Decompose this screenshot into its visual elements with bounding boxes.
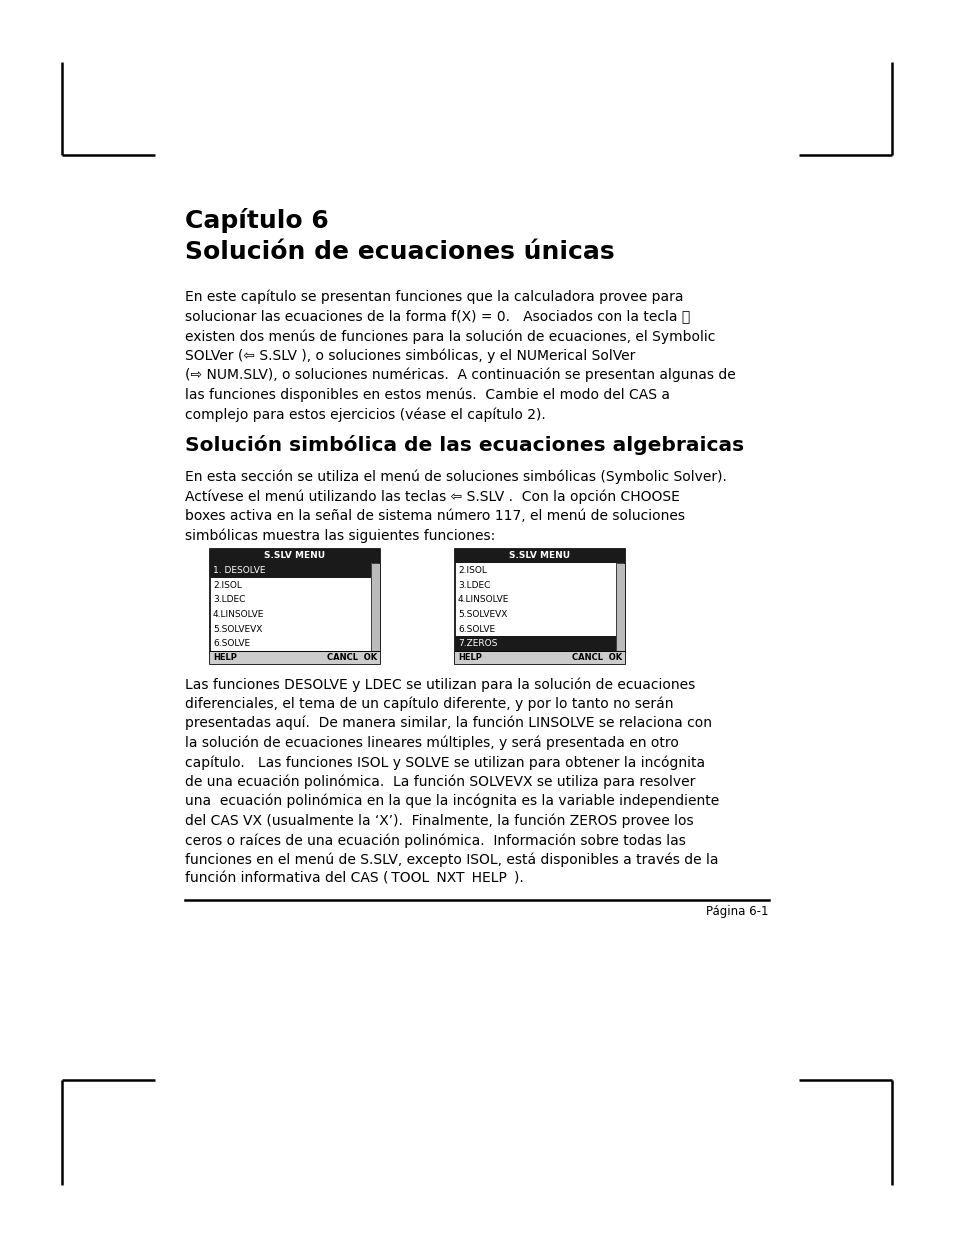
Text: En esta sección se utiliza el menú de soluciones simbólicas (Symbolic Solver).: En esta sección se utiliza el menú de so… [185,471,726,484]
Text: funciones en el menú de S.SLV, excepto ISOL, está disponibles a través de la: funciones en el menú de S.SLV, excepto I… [185,852,718,867]
Text: 5.SOLVEVX: 5.SOLVEVX [213,625,262,634]
Text: 4.LINSOLVE: 4.LINSOLVE [213,610,264,619]
Text: Capítulo 6: Capítulo 6 [185,207,329,233]
Text: del CAS VX (usualmente la ‘X’).  Finalmente, la función ZEROS provee los: del CAS VX (usualmente la ‘X’). Finalmen… [185,814,693,827]
Text: simbólicas muestra las siguientes funciones:: simbólicas muestra las siguientes funcio… [185,529,495,543]
Bar [455,550,624,664]
Text: función informativa del CAS ( TOOL  NXT  HELP  ).: función informativa del CAS ( TOOL NXT H… [185,872,523,885]
Text: CANCL  OK: CANCL OK [571,653,621,662]
Bar [210,550,379,563]
Text: existen dos menús de funciones para la solución de ecuaciones, el Symbolic: existen dos menús de funciones para la s… [185,329,715,343]
Text: S.SLV MENU: S.SLV MENU [264,552,325,561]
Text: 5.SOLVEVX: 5.SOLVEVX [457,610,507,619]
Text: Actívese el menú utilizando las teclas ⇦ S.SLV .  Con la opción CHOOSE: Actívese el menú utilizando las teclas ⇦… [185,489,679,504]
Text: 1. DESOLVE: 1. DESOLVE [213,566,265,574]
Text: complejo para estos ejercicios (véase el capítulo 2).: complejo para estos ejercicios (véase el… [185,408,545,421]
Text: las funciones disponibles en estos menús.  Cambie el modo del CAS a: las funciones disponibles en estos menús… [185,388,669,403]
Bar [210,550,379,664]
Bar [455,550,624,563]
Bar [210,651,379,664]
Bar [210,563,371,578]
Text: CANCL  OK: CANCL OK [327,653,376,662]
Text: (⇨ NUM.SLV), o soluciones numéricas.  A continuación se presentan algunas de: (⇨ NUM.SLV), o soluciones numéricas. A c… [185,368,735,383]
Text: Página 6-1: Página 6-1 [706,905,768,918]
Text: Las funciones DESOLVE y LDEC se utilizan para la solución de ecuaciones: Las funciones DESOLVE y LDEC se utilizan… [185,677,695,692]
Text: 4.LINSOLVE: 4.LINSOLVE [457,595,509,604]
Text: Solución de ecuaciones únicas: Solución de ecuaciones únicas [185,240,614,264]
Text: SOLVer (⇦ S.SLV ), o soluciones simbólicas, y el NUMerical SolVer: SOLVer (⇦ S.SLV ), o soluciones simbólic… [185,348,635,363]
Text: 2.ISOL: 2.ISOL [457,566,486,574]
Text: la solución de ecuaciones lineares múltiples, y será presentada en otro: la solución de ecuaciones lineares múlti… [185,736,679,750]
Text: boxes activa en la señal de sistema número 117, el menú de soluciones: boxes activa en la señal de sistema núme… [185,509,684,522]
Bar [455,636,616,651]
Text: 2.ISOL: 2.ISOL [213,580,242,589]
Text: de una ecuación polinómica.  La función SOLVEVX se utiliza para resolver: de una ecuación polinómica. La función S… [185,774,695,789]
Text: 3.LDEC: 3.LDEC [213,595,245,604]
Text: 3.LDEC: 3.LDEC [457,580,490,589]
Text: Solución simbólica de las ecuaciones algebraicas: Solución simbólica de las ecuaciones alg… [185,435,743,454]
Text: ceros o raíces de una ecuación polinómica.  Información sobre todas las: ceros o raíces de una ecuación polinómic… [185,832,685,847]
Text: 6.SOLVE: 6.SOLVE [213,640,250,648]
Text: diferenciales, el tema de un capítulo diferente, y por lo tanto no serán: diferenciales, el tema de un capítulo di… [185,697,673,711]
Text: En este capítulo se presentan funciones que la calculadora provee para: En este capítulo se presentan funciones … [185,290,682,305]
Text: HELP: HELP [457,653,481,662]
Text: 6.SOLVE: 6.SOLVE [457,625,495,634]
Text: 7.ZEROS: 7.ZEROS [457,640,497,648]
Text: HELP: HELP [213,653,236,662]
Bar [371,563,379,651]
Text: capítulo.   Las funciones ISOL y SOLVE se utilizan para obtener la incógnita: capítulo. Las funciones ISOL y SOLVE se … [185,755,704,769]
Bar [616,563,624,651]
Text: S.SLV MENU: S.SLV MENU [509,552,570,561]
Bar [455,651,624,664]
Text: solucionar las ecuaciones de la forma f(X) = 0.   Asociados con la tecla ⓶: solucionar las ecuaciones de la forma f(… [185,310,690,324]
Text: presentadas aquí.  De manera similar, la función LINSOLVE se relaciona con: presentadas aquí. De manera similar, la … [185,716,711,730]
Text: una  ecuación polinómica en la que la incógnita es la variable independiente: una ecuación polinómica en la que la inc… [185,794,719,809]
